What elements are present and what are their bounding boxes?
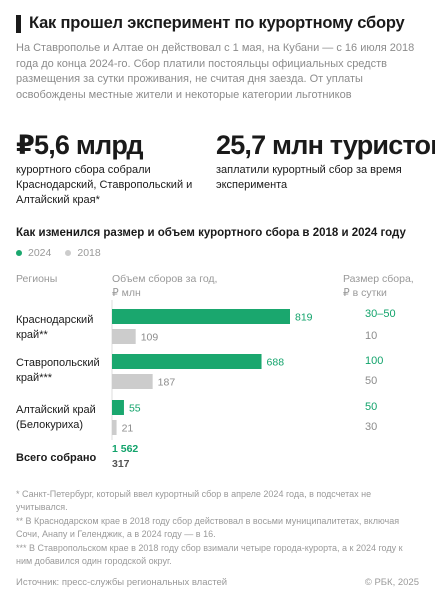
- rate-2018-stavropol: 50: [365, 375, 378, 387]
- rate-2024-stavropol: 100: [365, 355, 384, 367]
- total-value-2024: 1 562: [112, 443, 139, 455]
- page-subtitle: На Ставрополье и Алтае он действовал с 1…: [16, 42, 415, 101]
- bar-2018-krasnodar: [112, 329, 136, 344]
- footnotes: * Санкт-Петербург, который ввел курортны…: [16, 488, 421, 569]
- title-row: Как прошел эксперимент по курортному сбо…: [16, 14, 405, 33]
- bar-2024-krasnodar: [112, 309, 290, 324]
- region-label-krasnodar: Краснодарский край**: [16, 314, 94, 341]
- column-header-rate: Размер сбора, ₽ в сутки: [343, 273, 414, 299]
- region-label-stavropol: Ставропольский край***: [16, 357, 100, 384]
- source-note: Источник: пресс-службы региональных влас…: [16, 577, 228, 588]
- bar-label-2024-altai: 55: [129, 403, 141, 415]
- bar-label-2024-krasnodar: 819: [295, 312, 313, 324]
- stat-collected-value: ₽5,6 млрд: [16, 130, 144, 160]
- bar-2024-altai: [112, 400, 124, 415]
- rate-2018-altai: 30: [365, 421, 378, 433]
- footnote-2: ** В Краснодарском крае в 2018 году сбор…: [16, 516, 400, 539]
- total-value-2018: 317: [112, 458, 130, 470]
- column-header-regions: Регионы: [16, 273, 58, 285]
- legend-label-2018: 2018: [77, 247, 101, 259]
- region-label-altai: Алтайский край (Белокуриха): [16, 404, 96, 431]
- bar-label-2018-altai: 21: [122, 423, 134, 435]
- chart-title: Как изменился размер и объем курортного …: [16, 227, 406, 239]
- stat-tourists-value: 25,7 млн туристов: [216, 130, 435, 160]
- title-accent-bar: [16, 14, 21, 33]
- footnote-1: * Санкт-Петербург, который ввел курортны…: [16, 489, 372, 512]
- bar-label-2018-stavropol: 187: [158, 377, 176, 389]
- stat-collected-text: курортного сбора собрали Краснодарский, …: [16, 164, 193, 206]
- rate-2024-altai: 50: [365, 401, 378, 413]
- rate-2018-krasnodar: 10: [365, 330, 378, 342]
- bar-2018-altai: [112, 420, 117, 435]
- rate-2024-krasnodar: 30–50: [365, 308, 396, 320]
- total-label: Всего собрано: [16, 452, 97, 464]
- page-title: Как прошел эксперимент по курортному сбо…: [29, 14, 405, 32]
- legend-item-2018: 2018: [65, 247, 101, 259]
- bar-2018-stavropol: [112, 374, 153, 389]
- bar-label-2018-krasnodar: 109: [141, 332, 159, 344]
- legend-item-2024: 2024: [16, 247, 51, 259]
- stat-tourists-text: заплатили курортный сбор за время экспер…: [216, 164, 402, 191]
- stat-tourists: 25,7 млн туристов заплатили курортный сб…: [216, 130, 435, 193]
- footnote-3: *** В Ставропольском крае в 2018 году сб…: [16, 543, 403, 566]
- stat-collected: ₽5,6 млрд курортного сбора собрали Красн…: [16, 130, 206, 208]
- legend-label-2024: 2024: [28, 247, 52, 259]
- copyright: © РБК, 2025: [364, 577, 419, 588]
- column-header-volume: Объем сборов за год, ₽ млн: [112, 273, 218, 299]
- legend-dot-2024: [16, 250, 22, 256]
- bar-2024-stavropol: [112, 354, 262, 369]
- chart-legend: 2024 2018: [16, 247, 115, 259]
- bar-label-2024-stavropol: 688: [267, 357, 285, 369]
- legend-dot-2018: [65, 250, 72, 256]
